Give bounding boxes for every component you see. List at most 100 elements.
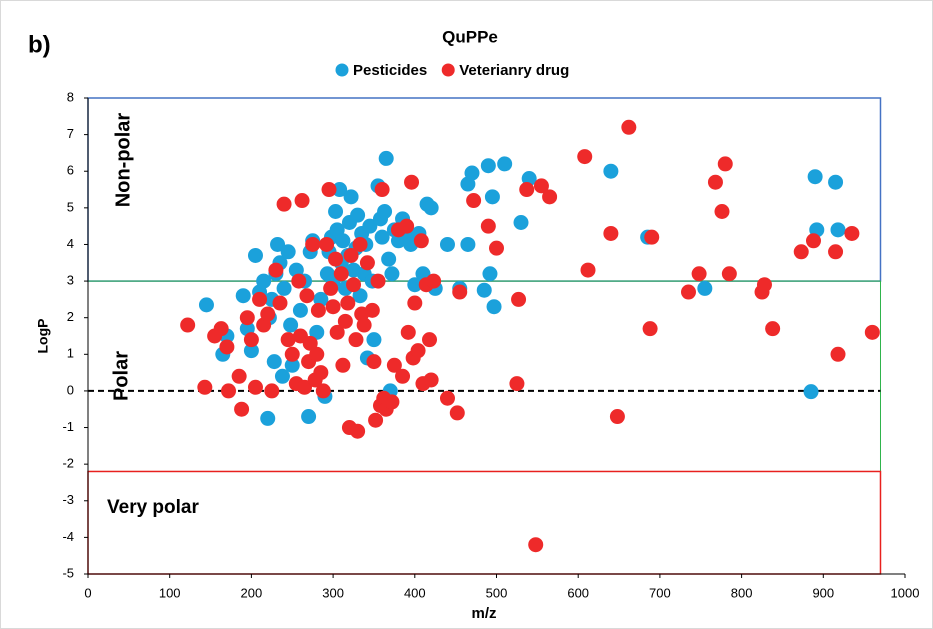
- data-point: [328, 204, 344, 220]
- data-point: [280, 244, 296, 260]
- data-point: [335, 357, 351, 373]
- data-point: [721, 266, 737, 282]
- x-tick-label: 1000: [891, 585, 920, 600]
- data-point: [272, 295, 288, 311]
- data-point: [484, 189, 500, 205]
- data-point: [346, 277, 362, 293]
- data-point: [319, 236, 335, 252]
- data-point: [221, 383, 237, 399]
- data-point: [464, 165, 480, 181]
- x-tick-label: 0: [84, 585, 91, 600]
- data-point: [422, 332, 438, 348]
- data-point: [395, 368, 411, 384]
- data-point: [329, 324, 345, 340]
- data-point: [310, 302, 326, 318]
- data-point: [400, 324, 416, 340]
- data-point: [803, 384, 819, 400]
- y-tick-label: 1: [67, 346, 74, 361]
- data-point: [476, 282, 492, 298]
- data-point: [805, 233, 821, 249]
- x-tick-label: 400: [404, 585, 426, 600]
- data-point: [828, 174, 844, 190]
- data-point: [280, 332, 296, 348]
- y-tick-label: 2: [67, 309, 74, 324]
- data-point: [305, 236, 321, 252]
- x-tick-label: 600: [567, 585, 589, 600]
- data-point: [284, 346, 300, 362]
- data-point: [197, 379, 213, 395]
- data-point: [283, 317, 299, 333]
- data-point: [348, 332, 364, 348]
- data-point: [337, 313, 353, 329]
- data-point: [439, 390, 455, 406]
- data-point: [352, 288, 368, 304]
- data-point: [410, 343, 426, 359]
- data-point: [368, 412, 384, 428]
- data-point: [243, 343, 259, 359]
- y-tick-label: 4: [67, 236, 74, 251]
- region-label: Non-polar: [112, 113, 134, 208]
- data-point: [301, 409, 317, 425]
- data-point: [374, 229, 390, 245]
- data-point: [276, 280, 292, 296]
- data-point: [231, 368, 247, 384]
- region-label: Polar: [110, 351, 132, 401]
- data-point: [482, 266, 498, 282]
- data-point: [378, 150, 394, 166]
- data-point: [513, 214, 529, 230]
- chart-title: QuPPe: [442, 27, 498, 46]
- data-point: [404, 174, 420, 190]
- data-point: [381, 251, 397, 267]
- data-point: [439, 236, 455, 252]
- data-point: [384, 266, 400, 282]
- data-point: [707, 174, 723, 190]
- data-point: [350, 423, 366, 439]
- data-point: [362, 218, 378, 234]
- data-point: [486, 299, 502, 315]
- y-tick-label: 8: [67, 89, 74, 104]
- data-point: [247, 379, 263, 395]
- data-point: [180, 317, 196, 333]
- data-point: [413, 233, 429, 249]
- data-point: [302, 335, 318, 351]
- panel-label: b): [28, 31, 51, 58]
- y-tick-label: -3: [62, 492, 74, 507]
- data-point: [268, 262, 284, 278]
- data-point: [691, 266, 707, 282]
- data-point: [426, 273, 442, 289]
- legend-label: Pesticides: [353, 62, 427, 79]
- y-axis-label: LogP: [35, 319, 51, 354]
- data-point: [460, 236, 476, 252]
- data-point: [309, 324, 325, 340]
- data-point: [609, 409, 625, 425]
- x-tick-label: 700: [649, 585, 671, 600]
- data-point: [621, 119, 637, 135]
- data-point: [765, 321, 781, 337]
- data-point: [830, 346, 846, 362]
- data-point: [480, 218, 496, 234]
- x-axis-label: m/z: [471, 605, 496, 622]
- data-point: [252, 291, 268, 307]
- data-point: [714, 204, 730, 220]
- x-tick-label: 100: [159, 585, 181, 600]
- data-point: [580, 262, 596, 278]
- data-point: [264, 383, 280, 399]
- data-point: [603, 225, 619, 241]
- data-point: [299, 288, 315, 304]
- data-point: [793, 244, 809, 260]
- data-point: [323, 280, 339, 296]
- data-point: [309, 346, 325, 362]
- data-point: [497, 156, 513, 172]
- x-tick-label: 200: [241, 585, 263, 600]
- data-point: [509, 376, 525, 392]
- data-point: [864, 324, 880, 340]
- data-point: [828, 244, 844, 260]
- data-point: [340, 295, 356, 311]
- data-point: [294, 193, 310, 209]
- data-point: [423, 372, 439, 388]
- data-point: [235, 288, 251, 304]
- y-tick-label: -5: [62, 565, 74, 580]
- y-tick-label: 0: [67, 382, 74, 397]
- data-point: [343, 247, 359, 263]
- data-point: [234, 401, 250, 417]
